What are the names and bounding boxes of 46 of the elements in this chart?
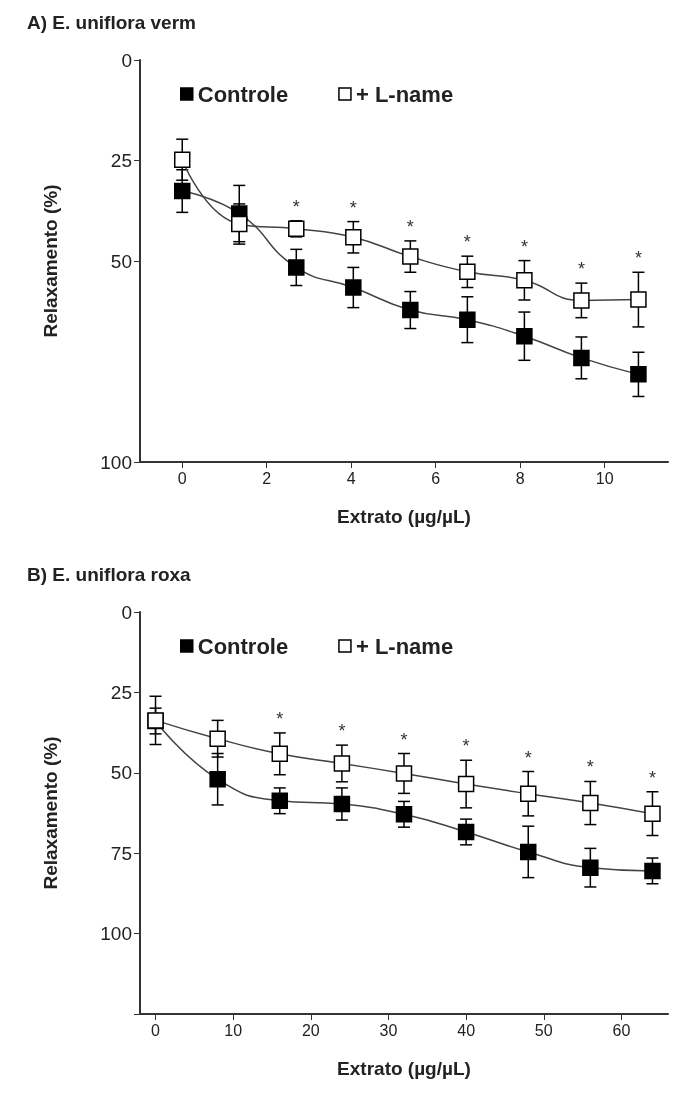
annotation: *: [292, 196, 300, 217]
annotation: *: [634, 248, 642, 269]
x-tick-label: 2: [262, 469, 272, 487]
annotation: *: [400, 729, 408, 750]
legend-label: + L-name: [355, 81, 454, 107]
annotation: *: [463, 232, 471, 253]
y-axis-title: Relaxamento (%): [40, 184, 61, 338]
x-tick-label: 60: [612, 1021, 631, 1039]
annotation: *: [406, 216, 414, 237]
y-tick-label: 0: [121, 601, 132, 623]
x-axis-title: Extrato (µg/µL): [337, 506, 471, 527]
legend-label: + L-name: [355, 633, 454, 659]
x-tick-label: 10: [595, 469, 614, 487]
x-tick-label: 20: [301, 1021, 320, 1039]
y-axis-title: Relaxamento (%): [40, 736, 61, 890]
annotation: *: [276, 708, 284, 729]
x-tick-label: 0: [151, 1021, 161, 1039]
y-tick-label: 0: [121, 49, 132, 71]
y-tick-label: 50: [110, 762, 132, 784]
x-axis-title: Extrato (µg/µL): [337, 1058, 471, 1079]
legend-label: Controle: [197, 633, 289, 659]
x-tick-label: 40: [457, 1021, 476, 1039]
x-tick-label: 10: [224, 1021, 243, 1039]
x-tick-label: 6: [431, 469, 441, 487]
x-tick-label: 4: [346, 469, 356, 487]
y-tick-label: 100: [100, 451, 132, 473]
annotation: *: [524, 747, 532, 768]
annotation: *: [648, 767, 656, 788]
chart-title: A) E. uniflora verm: [27, 12, 196, 33]
y-tick-label: 100: [100, 923, 132, 945]
annotation: *: [462, 736, 470, 757]
y-tick-label: 75: [110, 842, 132, 864]
chart-title: B) E. uniflora roxa: [27, 564, 192, 585]
annotation: *: [577, 259, 585, 280]
x-tick-label: 8: [515, 469, 525, 487]
annotation: *: [520, 236, 528, 257]
y-tick-label: 25: [110, 681, 132, 703]
x-tick-label: 50: [534, 1021, 553, 1039]
annotation: *: [586, 757, 594, 778]
annotation: *: [349, 197, 357, 218]
y-tick-label: 50: [110, 250, 132, 272]
x-tick-label: 0: [177, 469, 187, 487]
annotation: *: [338, 721, 346, 742]
x-tick-label: 30: [379, 1021, 398, 1039]
legend-label: Controle: [197, 81, 289, 107]
y-tick-label: 25: [110, 150, 132, 171]
